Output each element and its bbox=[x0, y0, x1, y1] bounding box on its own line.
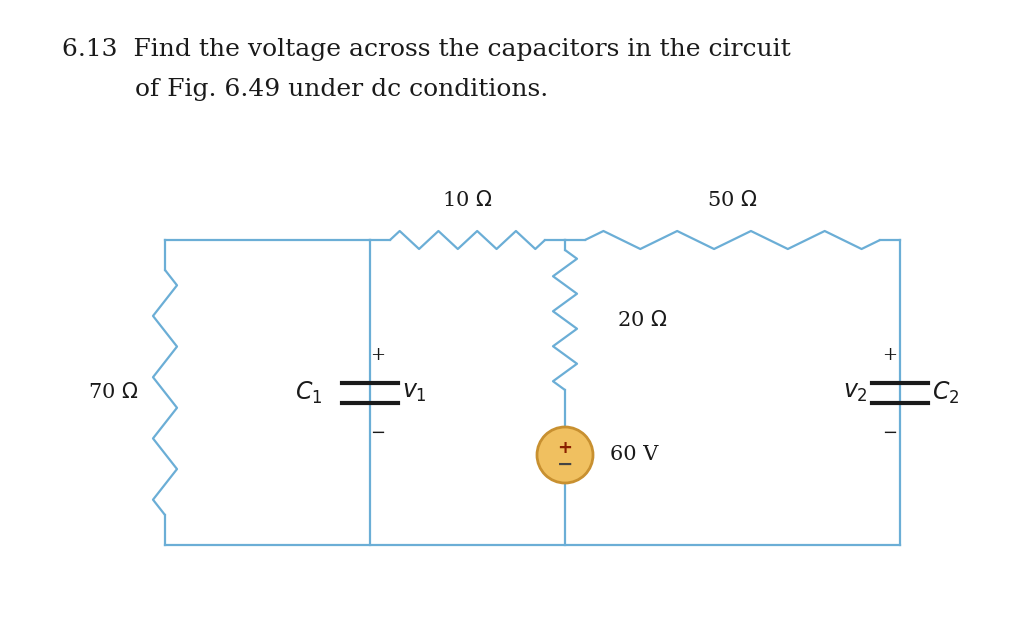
Text: −: − bbox=[557, 455, 573, 473]
Text: 60 V: 60 V bbox=[610, 445, 658, 464]
Text: $v_2$: $v_2$ bbox=[843, 381, 868, 404]
Text: 50 $\Omega$: 50 $\Omega$ bbox=[708, 190, 758, 210]
Text: 10 $\Omega$: 10 $\Omega$ bbox=[442, 190, 493, 210]
Text: 20 $\Omega$: 20 $\Omega$ bbox=[617, 310, 668, 330]
Text: +: + bbox=[883, 345, 897, 364]
Text: +: + bbox=[371, 345, 385, 364]
Text: +: + bbox=[557, 439, 572, 457]
Text: −: − bbox=[883, 424, 898, 441]
Circle shape bbox=[537, 427, 593, 483]
Text: 70 $\Omega$: 70 $\Omega$ bbox=[88, 382, 138, 403]
Text: −: − bbox=[371, 424, 386, 441]
Text: 6.13  Find the voltage across the capacitors in the circuit: 6.13 Find the voltage across the capacit… bbox=[62, 38, 791, 61]
Text: $C_2$: $C_2$ bbox=[932, 380, 959, 406]
Text: $v_1$: $v_1$ bbox=[402, 381, 427, 404]
Text: $C_1$: $C_1$ bbox=[295, 380, 322, 406]
Text: of Fig. 6.49 under dc conditions.: of Fig. 6.49 under dc conditions. bbox=[135, 78, 548, 101]
